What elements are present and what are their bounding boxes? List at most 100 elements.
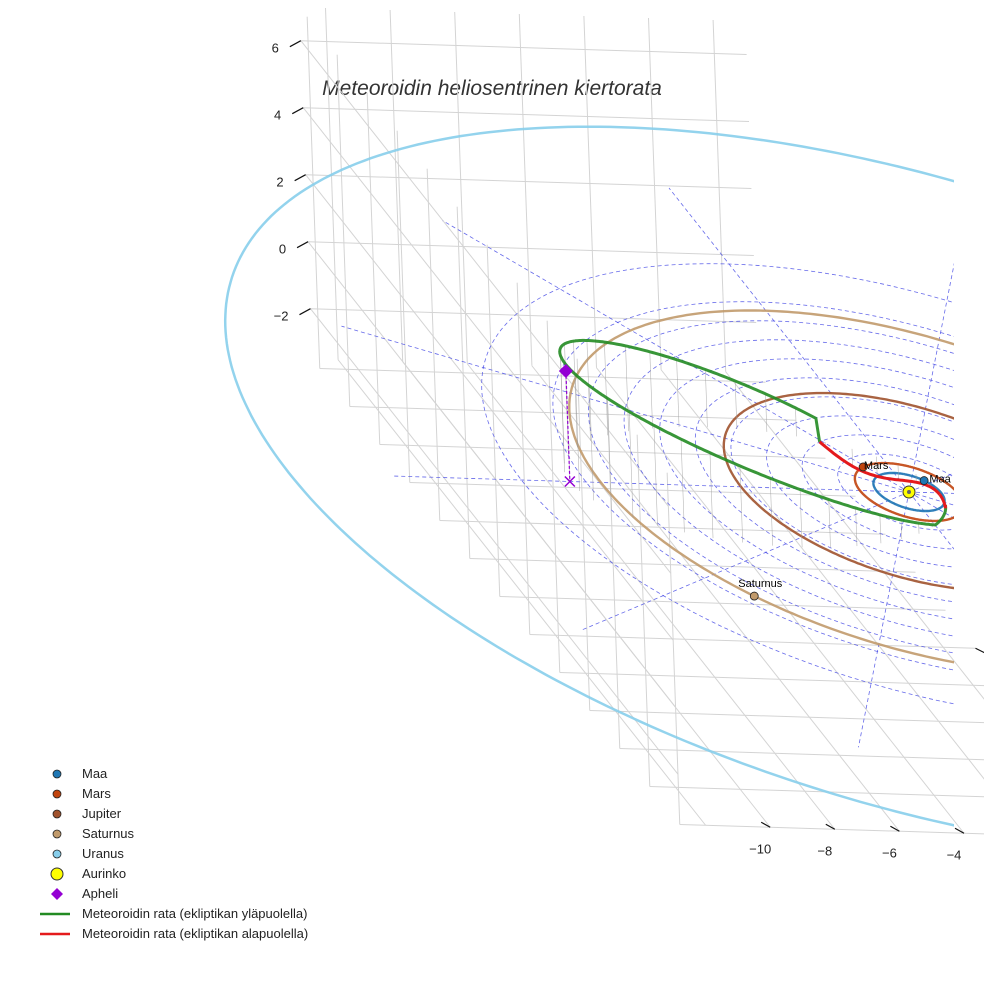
left-wall-gridline	[546, 320, 561, 673]
aphelion-projection-marker	[564, 475, 576, 488]
legend-item: Meteoroidin rata (ekliptikan yläpuolella…	[30, 904, 450, 924]
planet-label-maa: Maa	[929, 474, 951, 486]
ecliptic-spoke	[392, 475, 910, 493]
back-wall-gridline	[389, 9, 404, 362]
back-wall-gridline	[305, 174, 752, 189]
drop-line	[851, 448, 853, 467]
legend-label: Meteoroidin rata (ekliptikan alapuolella…	[82, 926, 309, 941]
floor-gridline	[660, 369, 984, 780]
planet-label-mars: Mars	[864, 460, 889, 472]
legend-item: Aurinko	[30, 864, 450, 884]
drop-line	[559, 348, 565, 464]
floor-gridline	[349, 405, 796, 421]
legend-item: Jupiter	[30, 804, 450, 824]
legend-symbol	[52, 849, 62, 859]
orbit-uranus	[223, 125, 954, 827]
drop-line	[879, 514, 882, 544]
floor-gridline	[559, 671, 984, 687]
planet-marker-maa	[919, 476, 929, 485]
left-wall-gridline	[300, 40, 669, 507]
back-wall-gridline	[712, 19, 727, 372]
legend-diamond	[51, 888, 63, 900]
floor-gridline	[589, 709, 984, 724]
z-tick-label: −2	[274, 309, 289, 324]
drop-line	[795, 407, 797, 437]
meteoroid-orbit-below	[818, 440, 941, 496]
back-wall-gridline	[454, 11, 468, 364]
x-tick-label: −10	[749, 841, 771, 856]
ecliptic-spoke	[908, 472, 954, 493]
x-tick-label: −4	[947, 847, 962, 862]
drop-line	[734, 380, 738, 429]
planet-marker-mars	[858, 462, 868, 472]
ecliptic-spoke	[858, 491, 910, 748]
drop-line	[828, 499, 831, 548]
z-tick-mark	[296, 241, 309, 249]
floor-gridline	[499, 595, 946, 611]
y-tick-mark	[975, 647, 984, 654]
floor-gridline	[529, 633, 976, 649]
ecliptic-ring	[694, 377, 954, 603]
drop-line	[575, 374, 580, 491]
drop-line	[876, 456, 878, 477]
drop-line	[855, 508, 858, 547]
floor-gridline	[402, 361, 771, 828]
legend-symbol	[52, 829, 62, 839]
z-tick-mark	[291, 107, 304, 115]
back-wall-gridline	[648, 17, 662, 370]
orbit-saturnus	[568, 309, 954, 664]
drop-line	[676, 359, 680, 428]
x-tick-mark	[825, 823, 836, 830]
x-tick-mark	[890, 825, 900, 832]
legend-item: Mars	[30, 784, 450, 804]
drop-line	[653, 425, 658, 526]
orbit-maa	[872, 471, 946, 513]
legend-symbol	[52, 789, 62, 799]
floor-gridline	[469, 557, 916, 573]
left-wall-gridline	[396, 130, 411, 483]
legend-symbol	[50, 867, 64, 881]
ecliptic-spoke	[581, 491, 910, 631]
legend-label: Meteoroidin rata (ekliptikan yläpuolella…	[82, 906, 308, 921]
drop-line	[589, 385, 594, 501]
chart-title: Meteoroidin heliosentrinen kiertorata	[322, 77, 662, 100]
z-tick-label: 2	[276, 175, 283, 190]
back-wall-gridline	[518, 13, 533, 366]
left-wall-gridline	[636, 434, 651, 787]
legend-dot	[52, 769, 62, 779]
left-wall-gridline	[310, 308, 679, 775]
legend-symbol	[51, 888, 63, 900]
ecliptic-spoke	[442, 220, 910, 493]
z-tick-mark	[289, 40, 302, 48]
left-wall-gridline	[456, 206, 471, 559]
legend-label: Saturnus	[82, 826, 135, 841]
legend-dot	[52, 809, 62, 819]
legend-symbol	[40, 932, 70, 936]
sun-marker-center	[907, 490, 911, 494]
z-tick-label: 0	[279, 242, 286, 257]
left-wall-gridline	[486, 244, 501, 597]
ecliptic-spoke	[668, 187, 910, 493]
floor-gridline	[679, 823, 984, 835]
left-wall-gridline	[302, 107, 672, 574]
ecliptic-spoke	[908, 262, 954, 493]
ecliptic-spoke	[908, 491, 954, 550]
ecliptic-ring	[623, 339, 954, 637]
legend-item: Saturnus	[30, 824, 450, 844]
legend-dot	[52, 829, 62, 839]
x-tick-label: −6	[882, 845, 897, 860]
floor-gridline	[319, 367, 766, 383]
drop-line	[705, 369, 708, 428]
legend-label: Aurinko	[82, 866, 127, 881]
z-tick-mark	[299, 308, 311, 316]
left-wall-gridline	[336, 54, 351, 407]
back-wall-gridline	[308, 241, 754, 256]
drop-line	[625, 345, 629, 432]
drop-line	[739, 465, 743, 543]
legend-label: Apheli	[82, 886, 119, 901]
drop-line	[680, 439, 685, 533]
drop-line	[586, 340, 591, 441]
legend-symbol	[40, 912, 70, 916]
left-wall-gridline	[366, 92, 381, 445]
aphelion-drop-line	[565, 370, 571, 482]
